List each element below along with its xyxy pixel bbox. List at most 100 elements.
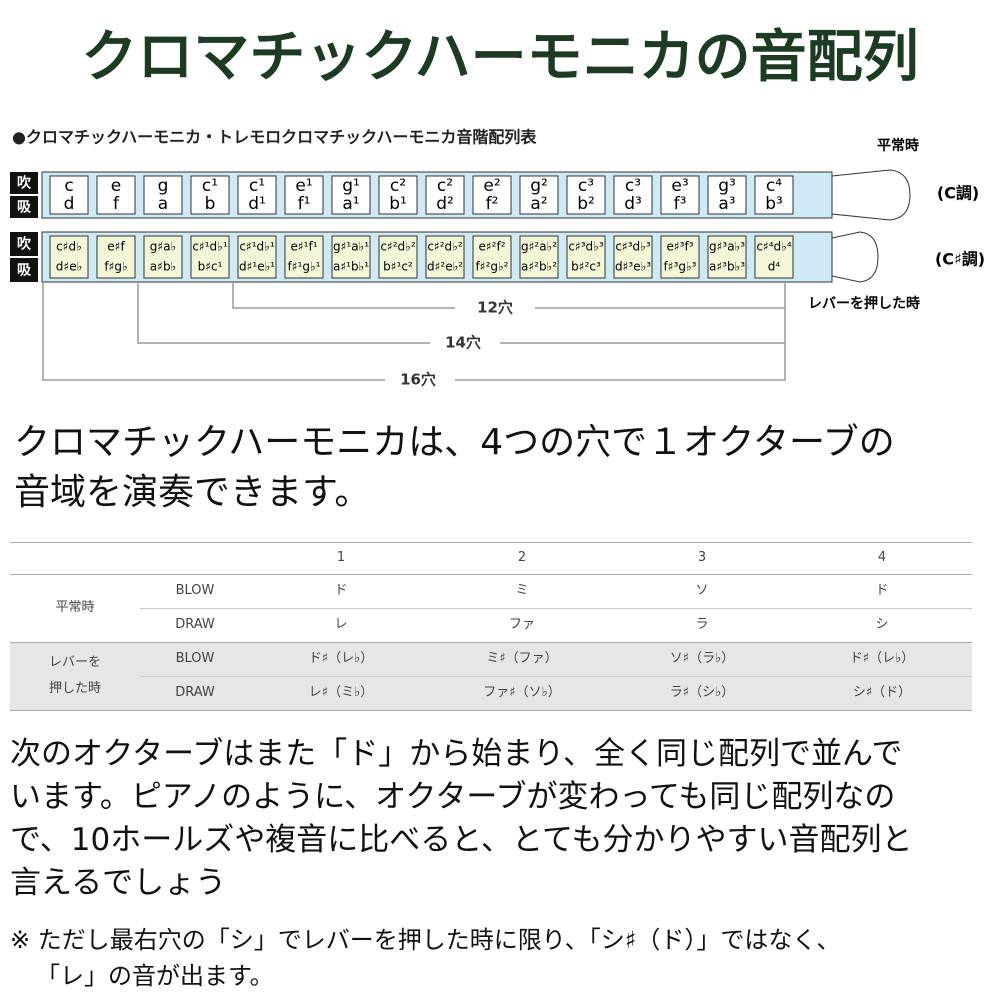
- blow-note: c³: [578, 176, 594, 196]
- blow-note: e♯¹f¹: [290, 240, 317, 254]
- draw-note: b¹: [389, 194, 407, 214]
- draw-note: b: [205, 194, 216, 214]
- hole: [754, 235, 794, 279]
- table-cell: ファ♯（ソ♭）: [483, 685, 561, 700]
- table-cell: ファ: [508, 617, 535, 632]
- table-cell: ラ♯（シ♭）: [669, 685, 735, 700]
- hole: [613, 235, 653, 279]
- hole: [566, 175, 606, 215]
- row-label-bg: [10, 232, 38, 256]
- blow-note: e♯f: [107, 240, 125, 254]
- hole: [284, 235, 324, 279]
- table-cell: ド♯（レ♭）: [308, 651, 374, 666]
- draw-note: a♯b♭: [150, 260, 176, 274]
- normal-label: 平常時: [877, 137, 919, 154]
- draw-note: a³: [718, 194, 735, 214]
- diagram: ●クロマチックハーモニカ・トレモロクロマチックハーモニカ音階配列表 平常時 (C…: [10, 128, 985, 390]
- hole: [707, 175, 747, 215]
- hole: [566, 235, 606, 279]
- blow-note: e¹: [295, 176, 312, 196]
- table-cell: DRAW: [175, 617, 215, 632]
- draw-note: d♯e♭: [56, 260, 82, 274]
- hole: [472, 175, 512, 215]
- text-line: います。ピアノのように、オクターブが変わっても同じ配列なの: [10, 779, 896, 815]
- blow-note: c♯²d♭²: [427, 240, 462, 254]
- table-cell: 4: [877, 550, 887, 565]
- blow-note: e♯²f²: [478, 240, 505, 254]
- hole: [519, 175, 559, 215]
- table-cell: ラ: [695, 617, 709, 632]
- row-label-bg: [10, 258, 38, 282]
- draw-note: f♯¹g♭¹: [288, 260, 321, 274]
- blow-note: g: [158, 176, 169, 196]
- hole: [472, 235, 512, 279]
- blow-note: g♯¹a♭¹: [333, 240, 369, 254]
- table-cell: レ♯（ミ♭）: [308, 685, 374, 700]
- blow-note: c²: [437, 176, 453, 196]
- group-label: レバーを 押した時: [10, 642, 140, 710]
- rule: [140, 608, 972, 609]
- c-key: (C調): [937, 184, 979, 203]
- draw-note: f¹: [298, 194, 311, 214]
- hole: [754, 175, 794, 215]
- blow-note: e²: [483, 176, 500, 196]
- table-cell: ミ♯（ファ）: [486, 651, 558, 666]
- hole: [378, 175, 418, 215]
- blow-note: c♯²d♭²: [380, 240, 415, 254]
- blow-note: c♯¹d♭¹: [239, 240, 274, 254]
- text-line: で、10ホールズや複音に比べると、とても分かりやすい音配列と: [10, 822, 913, 858]
- blow-note: c♯⁴d♭⁴: [756, 240, 791, 254]
- blow-note: c: [64, 176, 73, 196]
- table-cell: ド♯（レ♭）: [849, 651, 915, 666]
- title: クロマチックハーモニカの音配列: [81, 25, 919, 90]
- draw-note: d♯³e♭³: [615, 260, 651, 274]
- text-line: 「レ」の音が出ます。: [36, 962, 274, 990]
- group-label-line: 平常時: [55, 600, 95, 615]
- row-label-bg: [10, 172, 38, 194]
- hole: [190, 235, 230, 279]
- mouthpiece: [831, 169, 911, 221]
- hole: [331, 235, 371, 279]
- range-label: 16穴: [400, 371, 436, 389]
- rule: [10, 542, 972, 543]
- table-cell: 3: [697, 550, 707, 565]
- draw-note: d♯²e♭²: [427, 260, 463, 274]
- draw-note: a♯²b♭²: [521, 260, 557, 274]
- rule: [10, 710, 972, 711]
- row-label: 吹: [17, 175, 32, 192]
- draw-note: b♯¹c²: [383, 260, 413, 274]
- blow-note: g♯³a♭³: [709, 240, 745, 254]
- hole: [237, 235, 277, 279]
- blow-note: c♯³d♭³: [568, 240, 603, 254]
- text-line: 言えるでしょう: [10, 865, 227, 901]
- table-cell: ド: [875, 583, 889, 598]
- blow-note: c¹: [202, 176, 218, 196]
- blow-note: c♯³d♭³: [615, 240, 650, 254]
- range-label: 14穴: [445, 334, 481, 352]
- lever-label: レバーを押した時: [808, 295, 920, 312]
- hole: [49, 235, 89, 279]
- table-cell: レ: [334, 617, 348, 632]
- draw-note: f²: [486, 194, 499, 214]
- draw-note: f: [113, 194, 120, 214]
- draw-note: b♯²c³: [571, 260, 601, 274]
- draw-note: d¹: [248, 194, 266, 214]
- hole: [96, 175, 136, 215]
- draw-note: f♯³g♭³: [664, 260, 697, 274]
- draw-note: a♯³b♭³: [709, 260, 745, 274]
- blow-note: g♯²a♭²: [521, 240, 557, 254]
- text-line: 音域を演奏できます。: [14, 472, 371, 513]
- draw-note: b♯c¹: [198, 260, 223, 274]
- draw-note: a¹: [342, 194, 359, 214]
- row-label-bg: [10, 196, 38, 218]
- blow-note: g³: [718, 176, 736, 196]
- blow-note: c⁴: [766, 176, 782, 196]
- paragraph: 次のオクターブはまた「ド」から始まり、全く同じ配列で並んで います。ピアノのように…: [10, 733, 912, 905]
- hole: [143, 235, 183, 279]
- row-label: 吸: [17, 263, 32, 279]
- draw-note: d: [64, 194, 75, 214]
- text-line: ※ ただし最右穴の「シ」でレバーを押した時に限り、「シ♯（ド）」ではなく、: [10, 926, 841, 954]
- ranges: [42, 282, 786, 381]
- table-cell: シ: [875, 617, 889, 632]
- table-cell: 2: [517, 550, 527, 565]
